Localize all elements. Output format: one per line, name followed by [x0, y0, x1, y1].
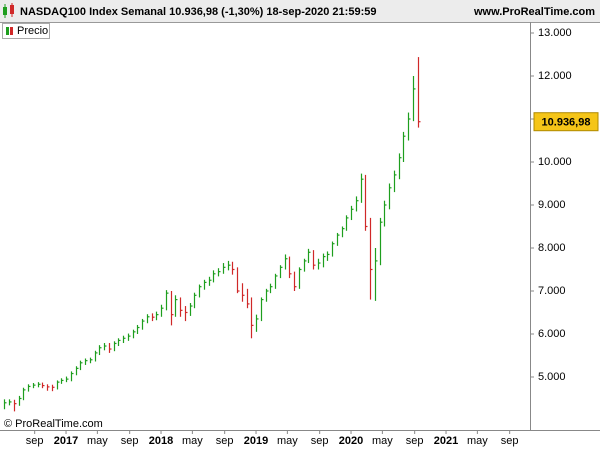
- site-name: www.ProRealTime.com: [473, 6, 595, 18]
- watermark: © ProRealTime.com: [4, 418, 103, 430]
- last-price-box: [533, 112, 599, 132]
- y-tick-label: 13.000: [538, 27, 572, 39]
- x-tick-label: sep: [121, 435, 139, 447]
- x-tick-label: sep: [311, 435, 329, 447]
- x-tick-label: 2017: [54, 435, 78, 447]
- x-tick-label: may: [87, 435, 108, 447]
- x-tick-label: may: [277, 435, 298, 447]
- y-tick-label: 8.000: [538, 242, 566, 254]
- y-tick-label: 9.000: [538, 199, 566, 211]
- x-tick-label: 2021: [434, 435, 458, 447]
- x-tick-label: sep: [26, 435, 44, 447]
- y-tick-label: 7.000: [538, 285, 566, 297]
- y-tick-label: 10.000: [538, 156, 572, 168]
- x-tick-label: 2019: [244, 435, 268, 447]
- header-bar: [0, 0, 600, 22]
- x-tick-label: may: [467, 435, 488, 447]
- legend-icon: [6, 27, 9, 35]
- header-icon: [10, 5, 14, 14]
- legend-label: Precio: [17, 25, 48, 37]
- x-tick-label: may: [182, 435, 203, 447]
- x-tick-label: sep: [406, 435, 424, 447]
- x-tick-label: 2018: [149, 435, 173, 447]
- y-tick-label: 6.000: [538, 328, 566, 340]
- header-icon: [3, 7, 7, 15]
- x-tick-label: may: [372, 435, 393, 447]
- legend-icon: [10, 27, 13, 35]
- x-tick-label: sep: [501, 435, 519, 447]
- x-tick-label: sep: [216, 435, 234, 447]
- last-price-label: 10.936,98: [542, 117, 591, 129]
- x-tick-label: 2020: [339, 435, 363, 447]
- chart-title: NASDAQ100 Index Semanal 10.936,98 (-1,30…: [20, 6, 376, 18]
- legend-box: [2, 23, 50, 39]
- y-tick-label: 12.000: [538, 70, 572, 82]
- y-tick-label: 5.000: [538, 371, 566, 383]
